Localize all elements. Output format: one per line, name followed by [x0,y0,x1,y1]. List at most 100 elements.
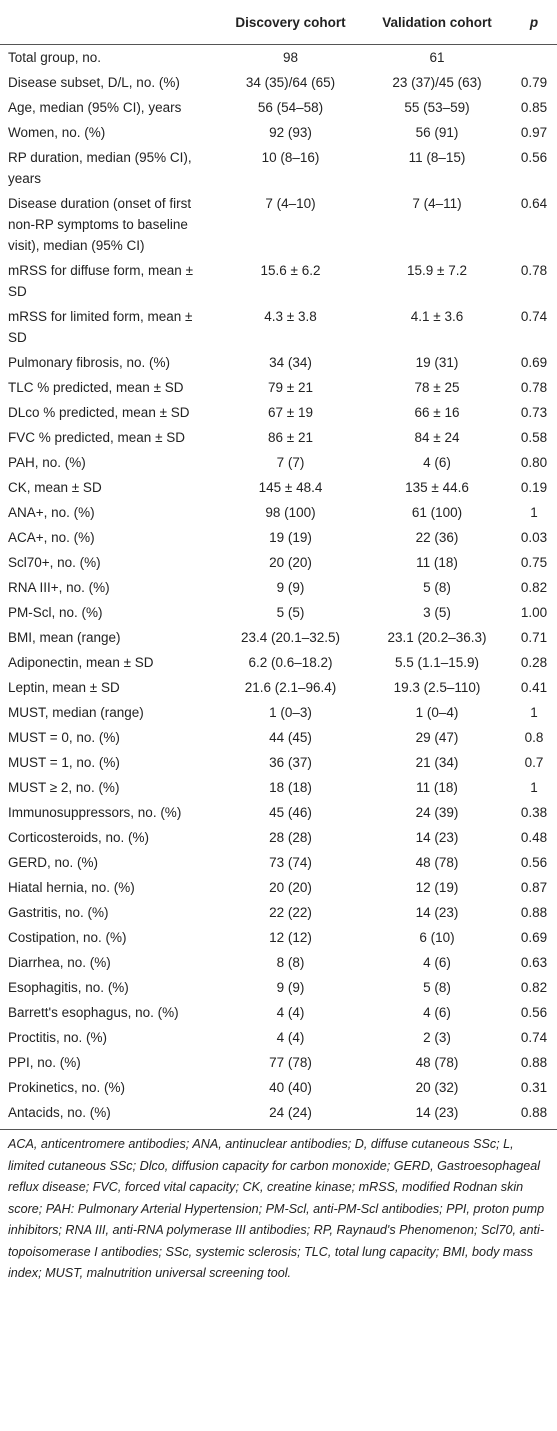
table-row: Esophagitis, no. (%) 9 (9) 5 (8) 0.82 [0,975,557,1000]
table-row: FVC % predicted, mean ± SD 86 ± 21 84 ± 24… [0,425,557,450]
cell: 0.78 [520,263,548,278]
cell: 0.88 [520,905,548,920]
table-row: Scl70+, no. (%) 20 (20) 11 (18) 0.75 [0,550,557,575]
row-label: Prokinetics, no. (%) [8,1080,126,1095]
cell: 0.80 [520,455,548,470]
row-label: mRSS for limited form, mean ± SD [8,309,193,345]
cell: 7 (7) [276,455,305,470]
table-row: Diarrhea, no. (%) 8 (8) 4 (6) 0.63 [0,950,557,975]
cell: 0.75 [520,555,548,570]
cell: 18 (18) [269,780,312,795]
table-row: Prokinetics, no. (%) 40 (40) 20 (32) 0.31 [0,1075,557,1100]
cell: 4.1 ± 3.6 [410,309,464,324]
cell: 61 (100) [411,505,463,520]
row-label: Antacids, no. (%) [0,1100,218,1130]
row-label: Immunosuppressors, no. (%) [8,805,182,820]
row-label: ANA+, no. (%) [8,505,95,520]
row-label: MUST = 0, no. (%) [8,730,120,745]
table-row: Barrett's esophagus, no. (%) 4 (4) 4 (6) 0.… [0,1000,557,1025]
cell: 45 (46) [269,805,312,820]
cell: 0.74 [520,1030,548,1045]
cell: 0.8 [524,730,544,745]
table-row: Age, median (95% CI), years 56 (54–58) 55 … [0,95,557,120]
cell: 98 [282,50,299,65]
cell: 6 (10) [419,930,455,945]
row-label: GERD, no. (%) [8,855,99,870]
table-row: mRSS for limited form, mean ± SD 4.3 ± 3.… [0,304,557,350]
table-row: Disease subset, D/L, no. (%) 34 (35)/64 (… [0,70,557,95]
table-row: RNA III+, no. (%) 9 (9) 5 (8) 0.82 [0,575,557,600]
table-row: Corticosteroids, no. (%) 28 (28) 14 (23) 0.… [0,825,557,850]
cell: 0.97 [520,125,548,140]
row-label: mRSS for diffuse form, mean ± SD [8,263,193,299]
table-row: Women, no. (%) 92 (93) 56 (91) 0.97 [0,120,557,145]
cell: 135 ± 44.6 [405,480,469,495]
row-label: CK, mean ± SD [8,480,102,495]
cell: 0.73 [520,405,548,420]
row-label: Leptin, mean ± SD [8,680,120,695]
cell: 0.88 [520,1055,548,1070]
row-label: PPI, no. (%) [8,1055,81,1070]
cell: 67 ± 19 [268,405,313,420]
table-row: ACA+, no. (%) 19 (19) 22 (36) 0.03 [0,525,557,550]
header-row: Discovery cohort Validation cohort p [0,0,557,45]
cell: 92 (93) [269,125,312,140]
table-row: GERD, no. (%) 73 (74) 48 (78) 0.56 [0,850,557,875]
cell: 10 (8–16) [261,150,320,165]
row-label: MUST ≥ 2, no. (%) [8,780,120,795]
cell: 4 (6) [423,1005,451,1020]
cell: 0.19 [520,480,548,495]
footnote: ACA, anticentromere antibodies; ANA, ant… [8,1137,545,1280]
row-label: PAH, no. (%) [8,455,86,470]
cell: 0.74 [520,309,548,324]
cell: 0.28 [520,655,548,670]
table-row: Immunosuppressors, no. (%) 45 (46) 24 (39)… [0,800,557,825]
table-row: TLC % predicted, mean ± SD 79 ± 21 78 ± 25… [0,375,557,400]
table-row: Total group, no. 98 61 [0,45,557,71]
cell: 34 (35)/64 (65) [245,75,336,90]
cell: 1 [530,780,538,795]
cell: 1 [530,705,538,720]
row-label: Pulmonary fibrosis, no. (%) [8,355,171,370]
row-label: Disease duration (onset of first non-RP … [8,196,192,253]
cell: 44 (45) [269,730,312,745]
cell: 73 (74) [269,855,312,870]
cell: 0.64 [520,196,548,211]
row-label: Costipation, no. (%) [8,930,127,945]
cell: 23.1 (20.2–36.3) [387,630,487,645]
cell: 23 (37)/45 (63) [392,75,482,90]
cell: 20 (32) [415,1080,459,1095]
table-row: Pulmonary fibrosis, no. (%) 34 (34) 19 (31… [0,350,557,375]
cell: 8 (8) [276,955,305,970]
table-row: MUST = 0, no. (%) 44 (45) 29 (47) 0.8 [0,725,557,750]
row-label: PM-Scl, no. (%) [8,605,103,620]
cell: 11 (18) [416,780,458,795]
cell: 9 (9) [276,580,305,595]
cell: 86 ± 21 [268,430,313,445]
cell: 24 (24) [218,1100,363,1130]
table-row: DLco % predicted, mean ± SD 67 ± 19 66 ± 1… [0,400,557,425]
cell: 1 (0–4) [415,705,459,720]
cell: 29 (47) [415,730,459,745]
cell: 5 (8) [423,980,451,995]
table-row: RP duration, median (95% CI), years 10 (8… [0,145,557,191]
cell: 20 (20) [269,555,312,570]
cell: 21 (34) [415,755,459,770]
cell: 4 (6) [423,955,451,970]
table-row: Antacids, no. (%) 24 (24) 14 (23) 0.88 [0,1100,557,1130]
cell: 77 (78) [269,1055,312,1070]
cell: 0.56 [520,150,548,165]
cell: 55 (53–59) [404,100,470,115]
data-table: Discovery cohort Validation cohort p Tot… [0,0,557,1130]
cell: 0.87 [520,880,548,895]
row-label: TLC % predicted, mean ± SD [8,380,184,395]
cell: 0.58 [520,430,548,445]
cell: 48 (78) [415,855,459,870]
table-row: MUST = 1, no. (%) 36 (37) 21 (34) 0.7 [0,750,557,775]
cell: 5.5 (1.1–15.9) [394,655,480,670]
cell: 6.2 (0.6–18.2) [248,655,333,670]
cell: 79 ± 21 [268,380,313,395]
row-label: Diarrhea, no. (%) [8,955,111,970]
header-cell: p [511,0,557,45]
